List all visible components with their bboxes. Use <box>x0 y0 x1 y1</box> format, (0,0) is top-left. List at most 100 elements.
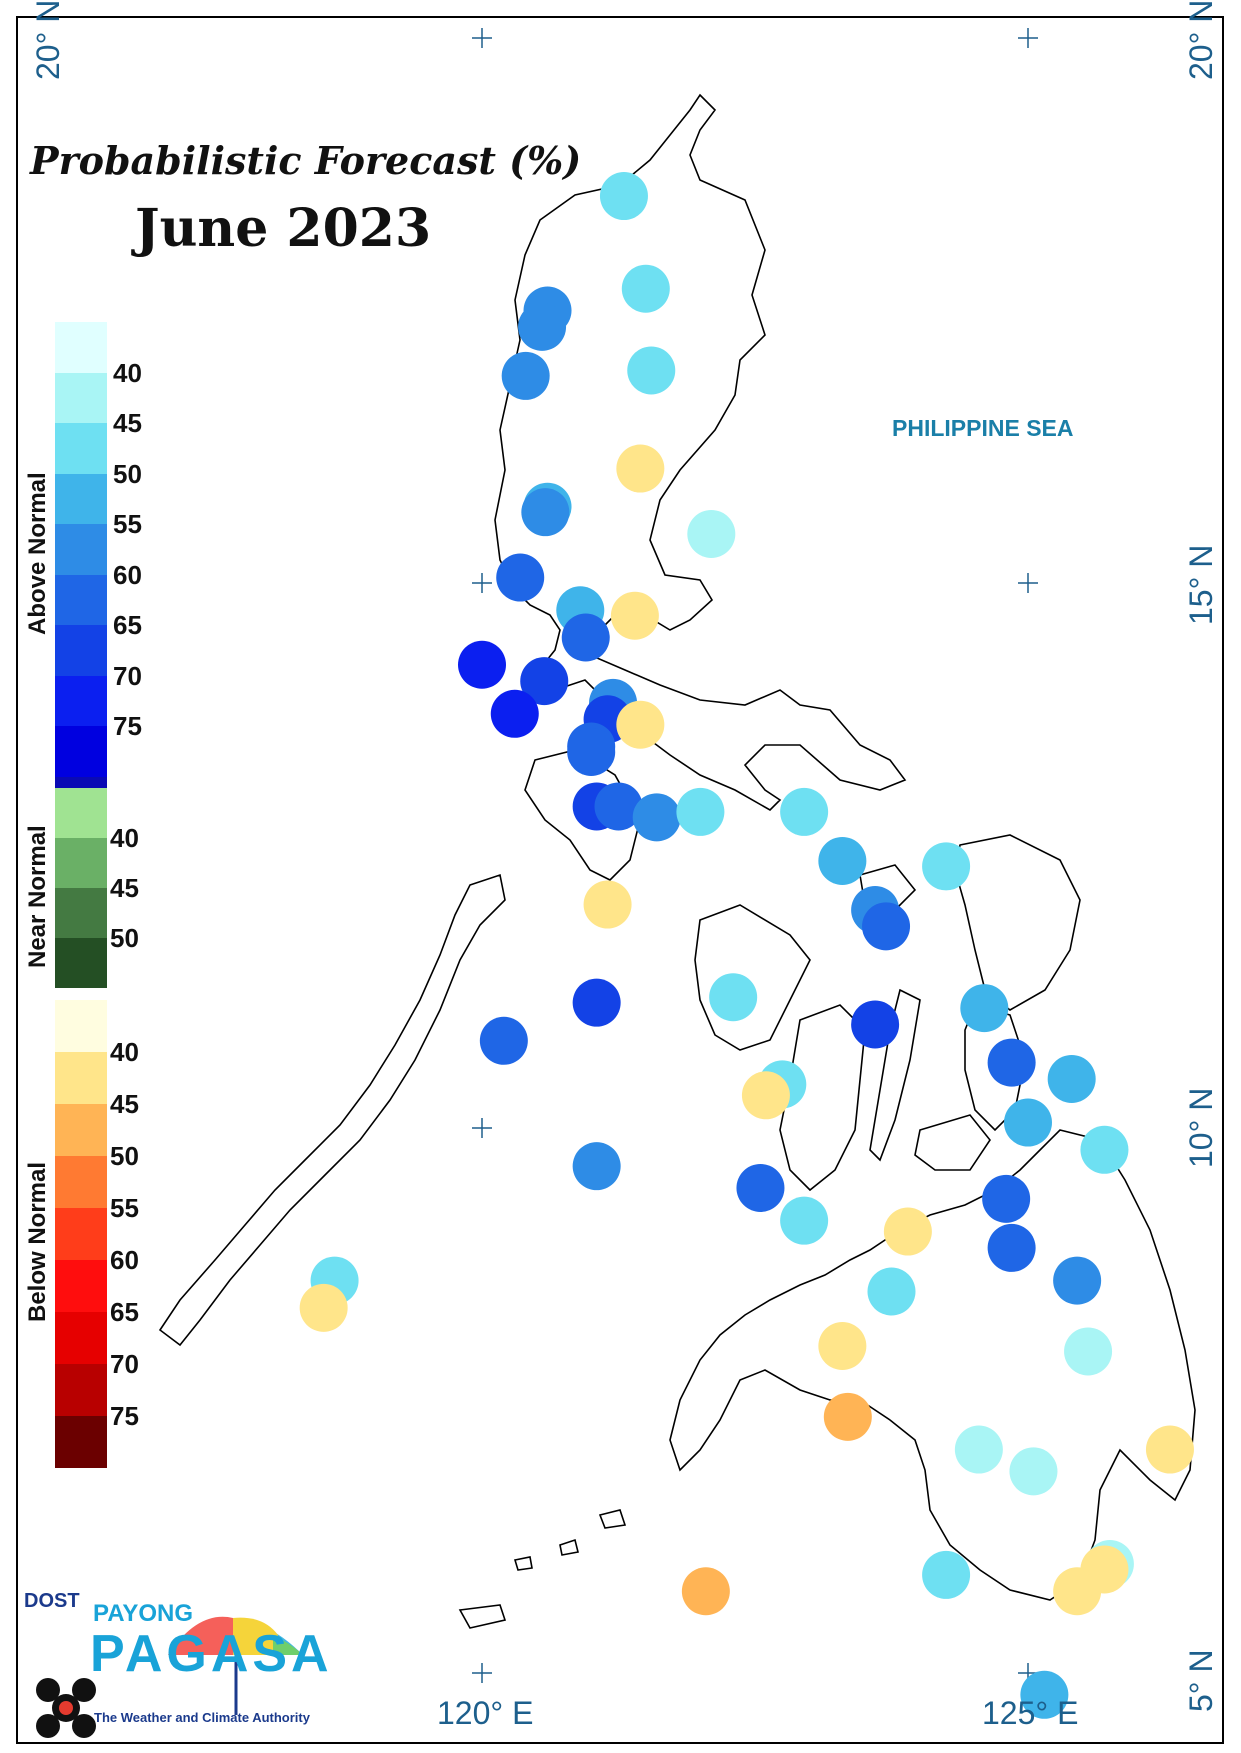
station-marker <box>818 1322 867 1370</box>
legend-swatch <box>55 888 107 938</box>
station-marker <box>922 842 971 891</box>
station-marker <box>621 264 670 313</box>
station-marker <box>982 1174 1031 1223</box>
legend-swatch <box>55 524 107 575</box>
legend-tick-label: 45 <box>110 1089 139 1119</box>
legend-tick-label: 55 <box>113 509 142 539</box>
station-marker <box>521 488 570 537</box>
station-marker <box>572 978 621 1027</box>
panay-outline <box>694 904 811 1051</box>
legend-swatch <box>55 1052 107 1104</box>
station-marker <box>501 351 550 400</box>
station-marker <box>583 880 632 929</box>
station-marker <box>780 1196 829 1245</box>
station-marker <box>1145 1425 1194 1474</box>
legend-label-near: Near Normal <box>24 825 51 968</box>
station-marker <box>823 1392 872 1441</box>
umbrella-icon <box>36 1616 303 1738</box>
station-marker <box>736 1163 785 1212</box>
station-marker <box>632 793 681 842</box>
station-marker <box>1047 1054 1096 1103</box>
grid-cross <box>472 573 492 593</box>
legend-swatch <box>55 574 107 625</box>
legend-tick-label: 45 <box>113 408 142 438</box>
lat-label-20-right: 20° N <box>1183 0 1219 80</box>
palawan-outline <box>158 873 506 1347</box>
legend-swatch <box>55 726 107 777</box>
cebu-outline <box>869 988 921 1162</box>
station-marker <box>922 1550 971 1599</box>
station-marker <box>1053 1567 1102 1616</box>
legend-tick-label: 75 <box>113 711 142 741</box>
legend-tick-label: 50 <box>110 923 139 953</box>
legend-swatch <box>55 788 107 838</box>
legend-tick-label: 40 <box>110 823 139 853</box>
station-marker <box>520 657 569 706</box>
legend-tick-label: 60 <box>113 559 142 590</box>
legend-label-below: Below Normal <box>24 1161 51 1322</box>
station-marker <box>458 640 506 689</box>
lat-label-20-left: 20° N <box>30 0 66 80</box>
legend-swatch <box>55 473 107 524</box>
legend-tick-label: 70 <box>110 1349 139 1379</box>
station-marker <box>862 902 911 951</box>
lon-label-125: 125° E <box>982 1695 1079 1731</box>
legend-swatch <box>55 1364 107 1416</box>
grid-cross <box>472 1118 492 1138</box>
station-marker <box>627 346 676 395</box>
legend-below-normal-scale <box>55 1000 107 1468</box>
legend-swatch <box>55 1312 107 1364</box>
station-marker <box>687 509 736 558</box>
station-marker <box>599 172 648 221</box>
station-marker <box>867 1267 916 1316</box>
legend-swatch <box>55 1104 107 1156</box>
legend-tick-label: 40 <box>110 1037 139 1067</box>
logo-payong-text: PAYONG <box>93 1600 194 1627</box>
bohol-outline <box>914 1114 991 1171</box>
grid-crosses <box>472 28 1038 1683</box>
legend-swatch <box>55 1156 107 1208</box>
station-marker <box>616 444 665 493</box>
station-marker <box>883 1207 932 1256</box>
leyte-outline <box>964 1004 1026 1132</box>
station-marker <box>987 1038 1036 1087</box>
station-marker <box>561 613 610 662</box>
legend-tick-label: 40 <box>113 357 142 388</box>
legend-tick-label: 50 <box>110 1141 139 1171</box>
legend-swatch <box>55 1416 107 1468</box>
station-marker <box>1064 1327 1113 1376</box>
legend-swatch <box>55 938 107 988</box>
station-marker <box>987 1223 1036 1272</box>
legend-swatch <box>55 1260 107 1312</box>
station-marker <box>572 1142 621 1191</box>
legend-tick-label: 65 <box>113 610 142 640</box>
grid-cross <box>472 28 492 48</box>
station-marker <box>594 782 643 831</box>
legend-label-above: Above Normal <box>24 472 51 635</box>
legend-swatch <box>55 372 107 423</box>
logo-tagline: The Weather and Climate Authority <box>94 1710 310 1725</box>
map-subtitle: June 2023 <box>135 198 432 259</box>
station-marker <box>616 700 665 749</box>
legend-swatch <box>55 838 107 888</box>
lon-label-120: 120° E <box>437 1695 534 1731</box>
station-marker <box>1020 1670 1069 1719</box>
grid-cross <box>472 1663 492 1683</box>
legend-tick-label: 60 <box>110 1245 139 1275</box>
lat-label-10: 10° N <box>1183 1087 1219 1168</box>
station-marker <box>1080 1125 1129 1174</box>
legend-near-normal-scale <box>55 788 107 988</box>
pagasa-logo: DOST PAYONG PAGASA The Weather and Clima… <box>18 1590 329 1740</box>
map-title: Probabilistic Forecast (%) <box>30 138 582 183</box>
station-marker <box>1004 1098 1052 1147</box>
lat-label-15: 15° N <box>1183 544 1219 625</box>
station-marker <box>496 553 545 602</box>
logo-dost-text: DOST <box>24 1590 80 1612</box>
logo-pagasa-text: PAGASA <box>90 1625 333 1683</box>
station-marker <box>709 973 758 1022</box>
samar-outline <box>954 834 1081 1011</box>
station-marker <box>479 1016 528 1065</box>
station-marker <box>518 302 567 351</box>
legend-above-normal-scale <box>55 322 107 827</box>
legend-swatch <box>55 423 107 474</box>
